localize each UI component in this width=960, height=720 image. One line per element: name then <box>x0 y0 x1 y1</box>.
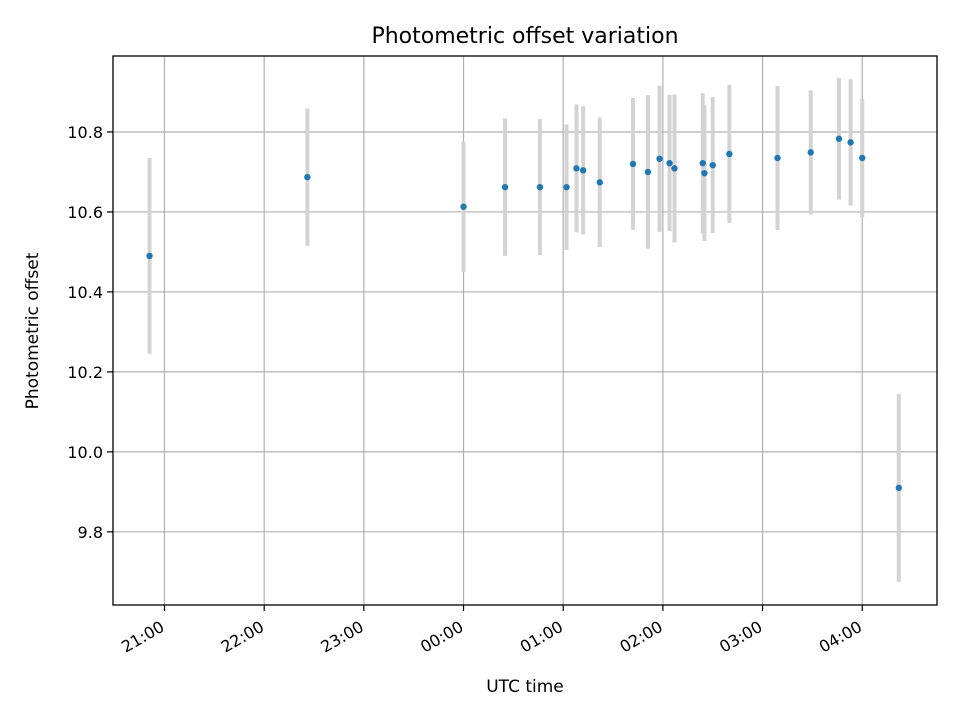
data-point <box>536 183 544 191</box>
data-point <box>596 179 603 186</box>
data-point <box>146 252 153 260</box>
data-point <box>847 139 854 146</box>
data-point <box>774 154 781 162</box>
y-tick-label: 9.8 <box>78 523 103 542</box>
data-point <box>671 165 678 172</box>
data-point <box>460 203 467 210</box>
y-tick-label: 10.4 <box>67 283 103 302</box>
data-point <box>701 169 708 177</box>
data-point <box>726 150 733 158</box>
data-point <box>304 173 311 181</box>
data-point <box>895 484 902 492</box>
data-point <box>835 135 843 142</box>
data-point <box>573 165 580 172</box>
y-tick-label: 10.8 <box>67 123 103 142</box>
data-point <box>501 183 509 191</box>
x-axis-label: UTC time <box>486 677 564 697</box>
grid <box>113 56 937 605</box>
chart-title: Photometric offset variation <box>371 24 678 49</box>
data-points <box>146 135 902 492</box>
y-tick-label: 10.0 <box>67 443 103 462</box>
data-point <box>579 167 587 174</box>
data-point <box>563 183 570 191</box>
data-point <box>807 149 814 156</box>
data-point <box>859 154 866 162</box>
data-point <box>666 159 673 167</box>
data-point <box>644 168 652 176</box>
data-point <box>656 155 663 162</box>
y-axis-ticks: 9.8 10.0 10.2 10.4 10.6 10.8 <box>67 123 113 542</box>
data-point <box>699 159 706 167</box>
axes-frame <box>112 55 938 606</box>
data-point <box>709 161 716 169</box>
y-tick-label: 10.2 <box>67 363 103 382</box>
y-tick-label: 10.6 <box>67 203 103 222</box>
data-point <box>629 160 637 168</box>
y-axis-label: Photometric offset <box>23 252 43 409</box>
